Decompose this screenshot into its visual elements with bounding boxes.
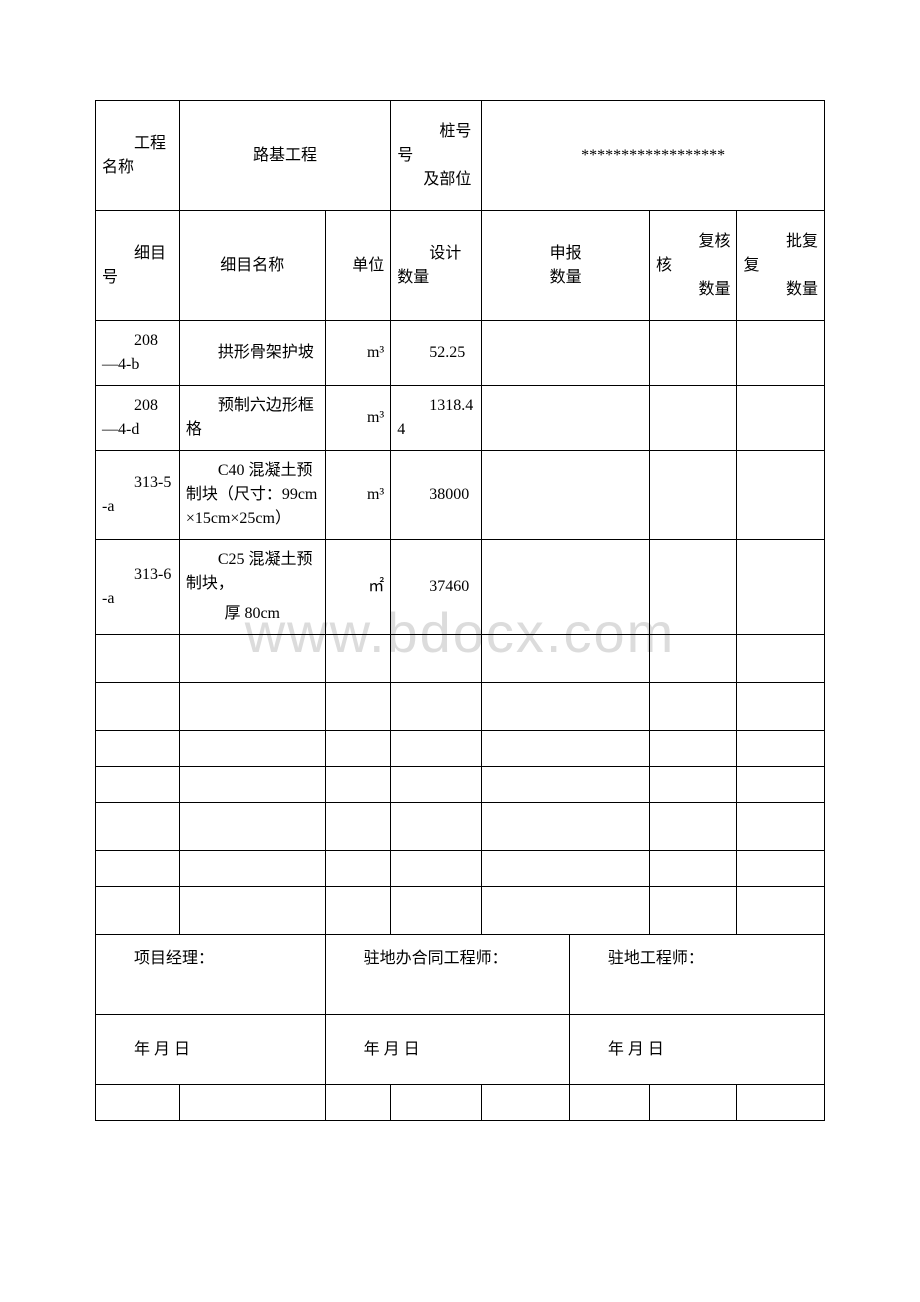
col-item-name: 细目名称: [179, 211, 325, 321]
table-row: [96, 731, 825, 767]
col-review-text1: 复核: [698, 233, 730, 250]
station-label-text: 桩号: [439, 123, 471, 140]
cell-review: [650, 386, 737, 451]
header-row: 工程名称 路基工程 桩号 号 及部位 ******************: [96, 101, 825, 211]
table-row: [96, 767, 825, 803]
date-row: 年 月 日 年 月 日 年 月 日: [96, 1015, 825, 1085]
cell-name: C25 混凝土预制块， 厚 80cm: [179, 540, 325, 635]
col-design-qty: 设计数量: [391, 211, 482, 321]
resident-date: 年 月 日: [569, 1015, 824, 1085]
contract-eng-sign: 驻地办合同工程师：: [325, 935, 569, 1015]
col-review-text2: 数量: [698, 281, 730, 298]
cell-review: [650, 321, 737, 386]
col-item-no: 细目号: [96, 211, 180, 321]
cell-approve: [737, 451, 825, 540]
cell-design: 1318.44: [391, 386, 482, 451]
table-row: 208—4-b 拱形骨架护坡 m³ 52.25: [96, 321, 825, 386]
cell-apply: [482, 540, 650, 635]
cell-no: 313-6-a: [96, 540, 180, 635]
table-row: [96, 887, 825, 935]
contract-date: 年 月 日: [325, 1015, 569, 1085]
cell-design: 37460: [391, 540, 482, 635]
station-value: ******************: [482, 101, 825, 211]
cell-name: 拱形骨架护坡: [179, 321, 325, 386]
col-approve-qty: 批复 复 数量: [737, 211, 825, 321]
col-approve-text1: 批复: [786, 233, 818, 250]
cell-design: 38000: [391, 451, 482, 540]
cell-review: [650, 451, 737, 540]
cell-approve: [737, 386, 825, 451]
table-row: 313-5-a C40 混凝土预制块（尺寸：99cm×15cm×25cm） m³…: [96, 451, 825, 540]
table-row: [96, 683, 825, 731]
cell-name: C40 混凝土预制块（尺寸：99cm×15cm×25cm）: [179, 451, 325, 540]
form-table: 工程名称 路基工程 桩号 号 及部位 ****************** 细目…: [95, 100, 825, 1121]
cell-approve: [737, 540, 825, 635]
table-row: [96, 1085, 825, 1121]
cell-no: 208—4-b: [96, 321, 180, 386]
cell-unit: m³: [325, 386, 391, 451]
table-row: [96, 803, 825, 851]
project-name-value: 路基工程: [179, 101, 390, 211]
cell-design: 52.25: [391, 321, 482, 386]
cell-review: [650, 540, 737, 635]
cell-no: 313-5-a: [96, 451, 180, 540]
cell-no: 208—4-d: [96, 386, 180, 451]
column-header-row: 细目号 细目名称 单位 设计数量 申报 数量 复核 核 数量 批复 复 数量: [96, 211, 825, 321]
cell-unit: ㎡: [325, 540, 391, 635]
col-approve-text2: 数量: [786, 281, 818, 298]
cell-name: 预制六边形框格: [179, 386, 325, 451]
cell-apply: [482, 451, 650, 540]
cell-apply: [482, 321, 650, 386]
pm-sign: 项目经理：: [96, 935, 326, 1015]
part-label-text: 及部位: [423, 171, 471, 188]
station-label: 桩号 号 及部位: [391, 101, 482, 211]
table-row: [96, 635, 825, 683]
resident-eng-sign: 驻地工程师：: [569, 935, 824, 1015]
signature-row: 项目经理： 驻地办合同工程师： 驻地工程师：: [96, 935, 825, 1015]
table-row: 313-6-a C25 混凝土预制块， 厚 80cm ㎡ 37460: [96, 540, 825, 635]
cell-unit: m³: [325, 451, 391, 540]
form-table-container: 工程名称 路基工程 桩号 号 及部位 ****************** 细目…: [95, 100, 825, 1121]
table-row: 208—4-d 预制六边形框格 m³ 1318.44: [96, 386, 825, 451]
col-unit: 单位: [325, 211, 391, 321]
cell-approve: [737, 321, 825, 386]
col-review-qty: 复核 核 数量: [650, 211, 737, 321]
col-unit-text: 单位: [352, 257, 384, 274]
table-row: [96, 851, 825, 887]
cell-unit: m³: [325, 321, 391, 386]
col-apply-qty: 申报 数量: [482, 211, 650, 321]
project-name-label: 工程名称: [96, 101, 180, 211]
cell-apply: [482, 386, 650, 451]
pm-date: 年 月 日: [96, 1015, 326, 1085]
